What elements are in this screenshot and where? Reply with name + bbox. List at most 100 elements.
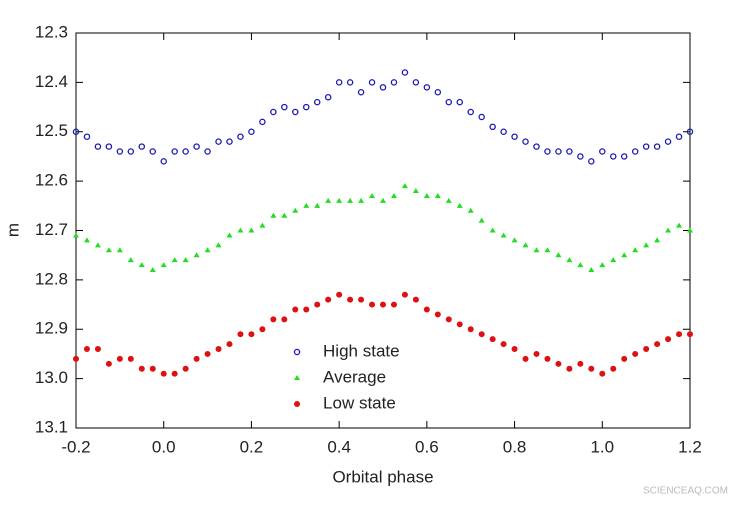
data-point xyxy=(303,306,310,313)
data-point xyxy=(336,291,343,298)
data-point xyxy=(533,350,540,357)
data-point xyxy=(138,365,145,372)
data-point xyxy=(369,301,376,308)
data-point xyxy=(555,148,562,155)
data-point xyxy=(675,133,683,140)
data-point xyxy=(401,183,408,189)
data-point xyxy=(687,227,693,233)
data-point xyxy=(105,360,112,367)
data-point xyxy=(314,202,321,208)
data-point xyxy=(281,103,288,111)
y-tick-label: 12.5 xyxy=(35,121,68,140)
data-point xyxy=(94,346,101,352)
data-point xyxy=(610,257,617,263)
data-point xyxy=(511,346,518,352)
data-point xyxy=(555,252,562,258)
data-point xyxy=(577,262,584,268)
y-tick-label: 12.6 xyxy=(35,171,68,190)
data-point xyxy=(522,242,529,248)
data-point xyxy=(533,143,540,150)
data-point xyxy=(368,79,376,86)
data-point xyxy=(390,79,398,86)
data-point xyxy=(642,143,650,150)
data-point xyxy=(632,247,639,253)
data-point xyxy=(357,89,365,96)
data-point xyxy=(434,89,442,96)
y-tick-label: 12.4 xyxy=(35,72,68,91)
data-point xyxy=(643,242,650,248)
data-point xyxy=(292,306,299,313)
data-point xyxy=(665,227,672,233)
data-point xyxy=(588,267,595,272)
data-point xyxy=(500,128,507,135)
data-point xyxy=(182,148,189,155)
data-point xyxy=(610,153,617,160)
data-point xyxy=(544,355,551,362)
data-point xyxy=(643,346,650,352)
data-point xyxy=(577,360,584,367)
data-point xyxy=(336,197,343,203)
data-point xyxy=(412,296,419,303)
data-point xyxy=(116,247,123,253)
data-point xyxy=(664,138,672,145)
data-point xyxy=(566,365,573,372)
data-point xyxy=(599,370,606,377)
data-point xyxy=(237,331,244,338)
data-point xyxy=(500,341,507,348)
legend-label: High state xyxy=(323,341,400,360)
y-tick-label: 12.9 xyxy=(35,319,68,338)
data-point xyxy=(401,69,409,76)
data-point xyxy=(149,365,156,372)
data-point xyxy=(445,197,452,203)
data-point xyxy=(281,212,288,218)
data-point xyxy=(653,143,661,150)
data-point xyxy=(390,301,397,308)
data-point xyxy=(292,207,299,213)
x-tick-label: 1.0 xyxy=(590,437,614,456)
data-point xyxy=(533,247,540,253)
data-point xyxy=(621,355,628,362)
data-point xyxy=(478,331,485,338)
x-tick-label: 0.4 xyxy=(327,437,351,456)
data-point xyxy=(686,128,694,135)
data-point xyxy=(325,296,332,303)
data-point xyxy=(149,267,156,272)
data-point xyxy=(105,143,113,150)
data-point xyxy=(83,133,91,140)
x-tick-label: 1.2 xyxy=(678,437,702,456)
y-axis-label: m xyxy=(3,223,22,237)
data-point xyxy=(226,232,233,238)
data-point xyxy=(127,355,134,362)
data-point xyxy=(193,355,200,362)
data-point xyxy=(610,365,617,372)
legend-label: Average xyxy=(323,367,386,386)
data-point xyxy=(204,148,211,155)
data-point xyxy=(456,98,463,106)
data-point xyxy=(215,346,222,352)
data-point xyxy=(346,79,354,86)
data-point xyxy=(182,365,189,372)
data-point xyxy=(281,316,288,323)
data-point xyxy=(544,148,551,155)
data-point xyxy=(324,93,332,101)
data-point xyxy=(489,227,496,233)
data-point xyxy=(423,192,430,198)
data-point xyxy=(423,306,430,313)
data-point xyxy=(335,79,343,86)
data-point xyxy=(423,84,431,91)
data-point xyxy=(412,188,419,193)
watermark: SCIENCEAQ.COM xyxy=(643,486,728,497)
data-point xyxy=(116,148,124,155)
data-point xyxy=(599,148,606,155)
data-point xyxy=(171,370,178,377)
y-tick-label: 12.7 xyxy=(35,220,68,239)
data-point xyxy=(654,237,661,243)
data-point xyxy=(631,148,639,155)
data-point xyxy=(270,316,277,323)
data-point xyxy=(588,158,595,165)
data-point xyxy=(226,138,233,145)
data-point xyxy=(599,262,606,268)
data-point xyxy=(105,247,112,253)
data-point xyxy=(676,331,683,338)
data-point xyxy=(676,222,683,228)
